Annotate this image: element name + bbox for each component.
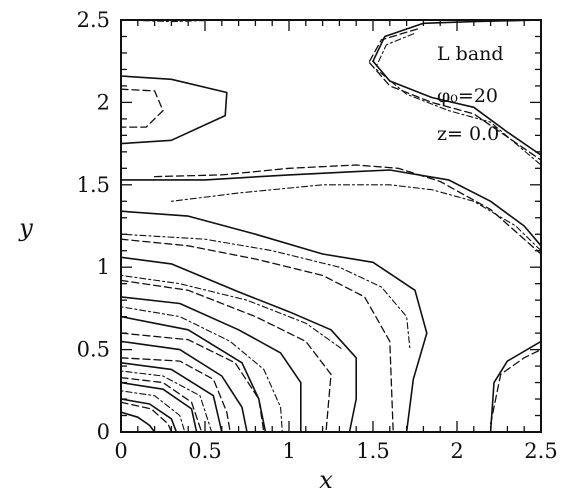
plot-frame: [120, 19, 542, 433]
contour-dashed: [120, 238, 394, 433]
contour-solid: [120, 411, 156, 433]
contour-dashed: [120, 376, 203, 433]
y-tick-label: 2.5: [77, 8, 110, 32]
x-tick-labels: 0 0.5 1 1.5 2 2.5: [114, 439, 557, 463]
y-tick-label: 1.5: [77, 173, 110, 197]
contour-solid: [372, 60, 542, 156]
z-annotation: z= 0.0: [437, 123, 499, 145]
x-tick-label: 2.5: [524, 439, 557, 463]
x-tick-label: 1: [282, 439, 295, 463]
contour-dot-dash: [375, 32, 416, 67]
y-tick-label: 2: [97, 90, 110, 114]
y-axis-label: y: [18, 214, 33, 242]
contour-solid: [120, 75, 228, 145]
contour-dot-dash: [120, 390, 186, 433]
contour-solid: [120, 361, 223, 433]
contour-lines: [120, 19, 542, 433]
contour-dashed: [120, 357, 231, 433]
contour-solid: [120, 340, 248, 433]
contour-dashed: [368, 27, 421, 62]
band-annotation: L band: [437, 43, 504, 65]
contour-solid: [120, 256, 358, 433]
y-tick-label: 0.5: [77, 338, 110, 362]
contour-dot-dash: [375, 68, 542, 166]
contour-dashed: [489, 348, 542, 425]
y-tick-label: 1: [97, 255, 110, 279]
x-tick-label: 0.5: [188, 439, 221, 463]
contour-dot-dash: [170, 184, 542, 252]
contour-solid: [120, 296, 302, 433]
contour-solid: [120, 315, 267, 433]
x-axis-label: x: [319, 466, 333, 494]
y-tick-labels: 0 0.5 1 1.5 2 2.5: [77, 8, 110, 444]
contour-solid: [120, 210, 428, 433]
contour-dot-dash: [120, 274, 344, 351]
contour-dashed: [120, 88, 164, 128]
contour-solid: [120, 381, 198, 433]
contour-solid: [489, 340, 542, 433]
y-tick-label: 0: [97, 420, 110, 444]
phi-annotation: φ₀=20: [437, 85, 498, 107]
contour-dashed: [120, 401, 173, 433]
x-tick-label: 2: [450, 439, 463, 463]
contour-solid: [120, 398, 178, 433]
x-tick-label: 0: [114, 439, 127, 463]
contour-dashed: [120, 332, 265, 433]
contour-dot-dash: [120, 306, 283, 433]
contour-solid: [120, 169, 542, 247]
contour-dashed: [153, 164, 542, 255]
contour-dashed: [368, 62, 542, 161]
contour-dashed: [120, 279, 332, 433]
contour-dot-dash: [120, 370, 213, 433]
x-tick-label: 1.5: [356, 439, 389, 463]
contour-dot-dash: [120, 233, 411, 351]
